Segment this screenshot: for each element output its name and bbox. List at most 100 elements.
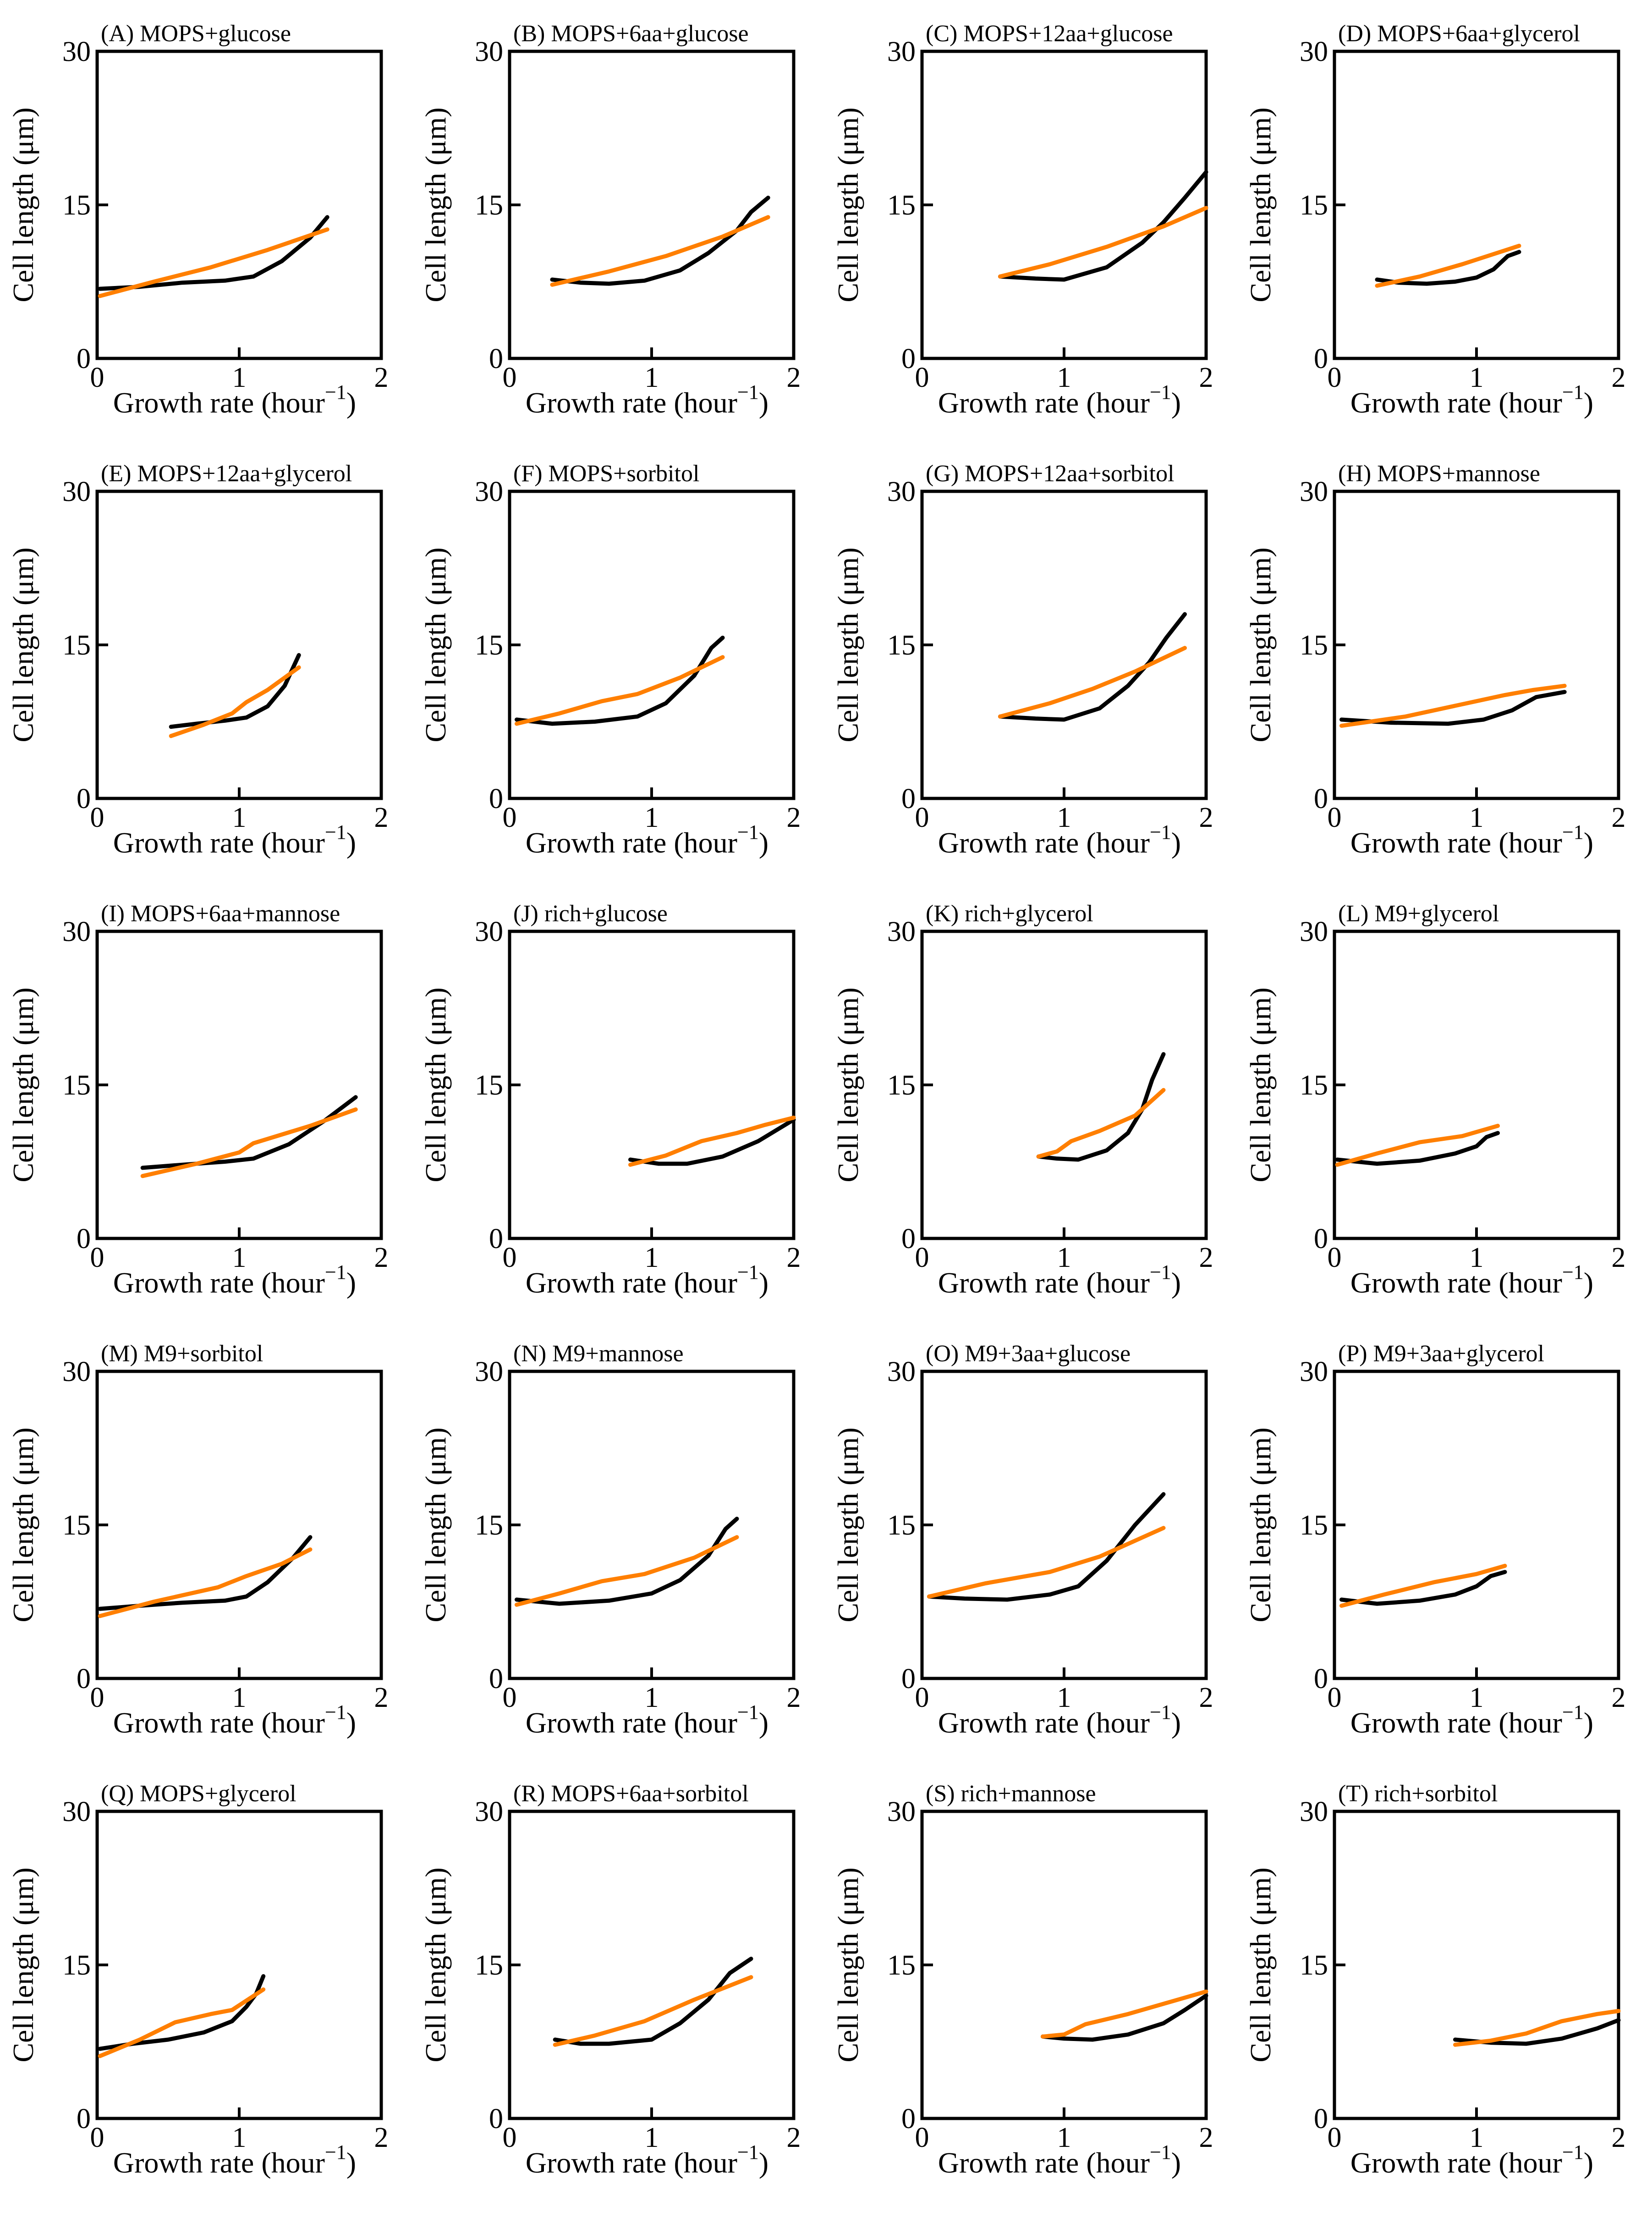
panel-title: (C) MOPS+12aa+glucose	[926, 21, 1173, 47]
y-tick-label: 0	[1314, 343, 1328, 374]
y-tick-label: 0	[1314, 783, 1328, 814]
plot-area-frame	[1333, 1810, 1620, 2120]
x-axis-label-superscript: −1	[737, 821, 759, 843]
panel-title: (F) MOPS+sorbitol	[513, 461, 699, 487]
plot-area-frame	[508, 490, 796, 800]
y-axis-label: Cell length (μm)	[832, 107, 864, 302]
y-tick-label: 15	[475, 1510, 503, 1541]
x-tick-label: 0	[503, 1682, 517, 1713]
x-axis-label: Growth rate (hour−1)	[938, 2141, 1181, 2179]
panel-title: (S) rich+mannose	[926, 1781, 1096, 1807]
panel-title: (K) rich+glycerol	[926, 901, 1093, 927]
plot-area-frame	[1333, 930, 1620, 1240]
plot-area-frame	[95, 490, 383, 800]
x-axis-label-close: )	[759, 386, 768, 419]
y-axis-label: Cell length (μm)	[419, 1867, 452, 2062]
series-line-model	[628, 1116, 796, 1167]
x-axis-label-close: )	[346, 826, 356, 859]
y-tick-label: 15	[62, 1070, 91, 1101]
series-line-model	[998, 646, 1187, 719]
x-axis-label-text: Growth rate (hour	[938, 2146, 1150, 2179]
series-line-model	[1335, 1123, 1500, 1167]
series-line-model	[140, 1107, 358, 1178]
plot-area-frame	[508, 50, 796, 360]
x-axis-label-text: Growth rate (hour	[526, 1266, 737, 1299]
y-tick-label: 0	[1314, 1223, 1328, 1254]
chart-panel-t: (T) rich+sorbitol 0 15 30 0 1 2 Cell length (μm…	[1244, 1781, 1626, 2179]
x-tick-label: 1	[1057, 2122, 1071, 2153]
series-line-measured	[553, 1957, 753, 2046]
x-axis-label: Growth rate (hour−1)	[1350, 1261, 1593, 1299]
x-axis-label: Growth rate (hour−1)	[113, 1261, 356, 1299]
chart-panel-d: (D) MOPS+6aa+glycerol 0 15 30 0 1 2 Cell length…	[1244, 21, 1626, 419]
x-tick-label: 2	[1612, 362, 1626, 393]
series-line-model	[515, 655, 725, 726]
series-line-measured	[927, 1492, 1166, 1602]
y-tick-label: 15	[887, 1070, 916, 1101]
chart-panel-s: (S) rich+mannose 0 15 30 0 1 2 Cell length (μm)…	[832, 1781, 1213, 2179]
x-axis-label: Growth rate (hour−1)	[1350, 381, 1593, 419]
x-tick-label: 2	[374, 1682, 389, 1713]
x-tick-label: 0	[90, 2122, 104, 2153]
y-axis-label: Cell length (μm)	[832, 547, 864, 742]
panel-title: (P) M9+3aa+glycerol	[1338, 1341, 1544, 1367]
x-axis-label-superscript: −1	[1150, 821, 1171, 843]
x-tick-label: 2	[1199, 1682, 1213, 1713]
y-tick-label: 0	[77, 1223, 91, 1254]
chart-panel-b: (B) MOPS+6aa+glucose 0 15 30 0 1 2 Cell length …	[419, 21, 801, 419]
x-axis-label: Growth rate (hour−1)	[526, 1701, 768, 1739]
chart-panel-j: (J) rich+glucose 0 15 30 0 1 2 Cell length (μm)…	[419, 901, 801, 1299]
x-axis-label-text: Growth rate (hour	[526, 826, 737, 859]
y-tick-label: 15	[1300, 1950, 1328, 1981]
plot-area-frame	[920, 1810, 1208, 2120]
x-tick-label: 1	[232, 1242, 247, 1273]
x-axis-label-text: Growth rate (hour	[1350, 1706, 1562, 1739]
panel-title: (I) MOPS+6aa+mannose	[101, 901, 340, 927]
y-tick-label: 30	[62, 476, 91, 507]
y-tick-label: 30	[475, 1796, 503, 1827]
plot-area-frame	[920, 930, 1208, 1240]
y-axis-label: Cell length (μm)	[7, 547, 39, 742]
y-tick-label: 30	[887, 36, 916, 67]
chart-panel-a: (A) MOPS+glucose 0 15 30 0 1 2 Cell length (μm)…	[7, 21, 389, 419]
panel-title: (Q) MOPS+glycerol	[101, 1781, 296, 1807]
y-tick-label: 30	[1300, 916, 1328, 947]
x-tick-label: 1	[645, 1242, 659, 1273]
x-axis-label-close: )	[759, 1266, 768, 1299]
series-line-measured	[1375, 250, 1521, 286]
y-tick-label: 30	[1300, 1356, 1328, 1387]
x-tick-label: 0	[503, 362, 517, 393]
series-line-measured	[1335, 1131, 1500, 1166]
x-axis-label: Growth rate (hour−1)	[526, 2141, 768, 2179]
y-tick-label: 30	[1300, 1796, 1328, 1827]
y-tick-label: 15	[62, 1510, 91, 1541]
x-axis-label-close: )	[1584, 826, 1593, 859]
y-tick-label: 15	[475, 630, 503, 661]
y-tick-label: 0	[901, 783, 916, 814]
y-tick-label: 30	[62, 36, 91, 67]
panel-title: (J) rich+glucose	[513, 901, 668, 927]
y-tick-label: 15	[475, 1070, 503, 1101]
x-axis-label-text: Growth rate (hour	[526, 2146, 737, 2179]
y-tick-label: 30	[1300, 476, 1328, 507]
plot-area-frame	[508, 1810, 796, 2120]
x-tick-label: 2	[1612, 1242, 1626, 1273]
y-tick-label: 30	[887, 916, 916, 947]
x-tick-label: 2	[374, 802, 389, 833]
x-tick-label: 2	[1199, 1242, 1213, 1273]
y-axis-label: Cell length (μm)	[419, 987, 452, 1182]
x-axis-label-close: )	[1584, 2146, 1593, 2179]
chart-panel-n: (N) M9+mannose 0 15 30 0 1 2 Cell length (μm) Gr…	[419, 1341, 801, 1739]
series-line-measured	[1036, 1052, 1166, 1162]
x-tick-label: 0	[915, 1242, 929, 1273]
x-axis-label-close: )	[1171, 1706, 1181, 1739]
series-line-measured	[98, 1974, 266, 2051]
x-axis-label-superscript: −1	[737, 1701, 759, 1723]
x-axis-label-superscript: −1	[1562, 381, 1584, 403]
y-tick-label: 30	[475, 916, 503, 947]
x-axis-label: Growth rate (hour−1)	[526, 1261, 768, 1299]
x-axis-label-text: Growth rate (hour	[938, 386, 1150, 419]
x-tick-label: 0	[915, 1682, 929, 1713]
y-tick-label: 30	[475, 1356, 503, 1387]
